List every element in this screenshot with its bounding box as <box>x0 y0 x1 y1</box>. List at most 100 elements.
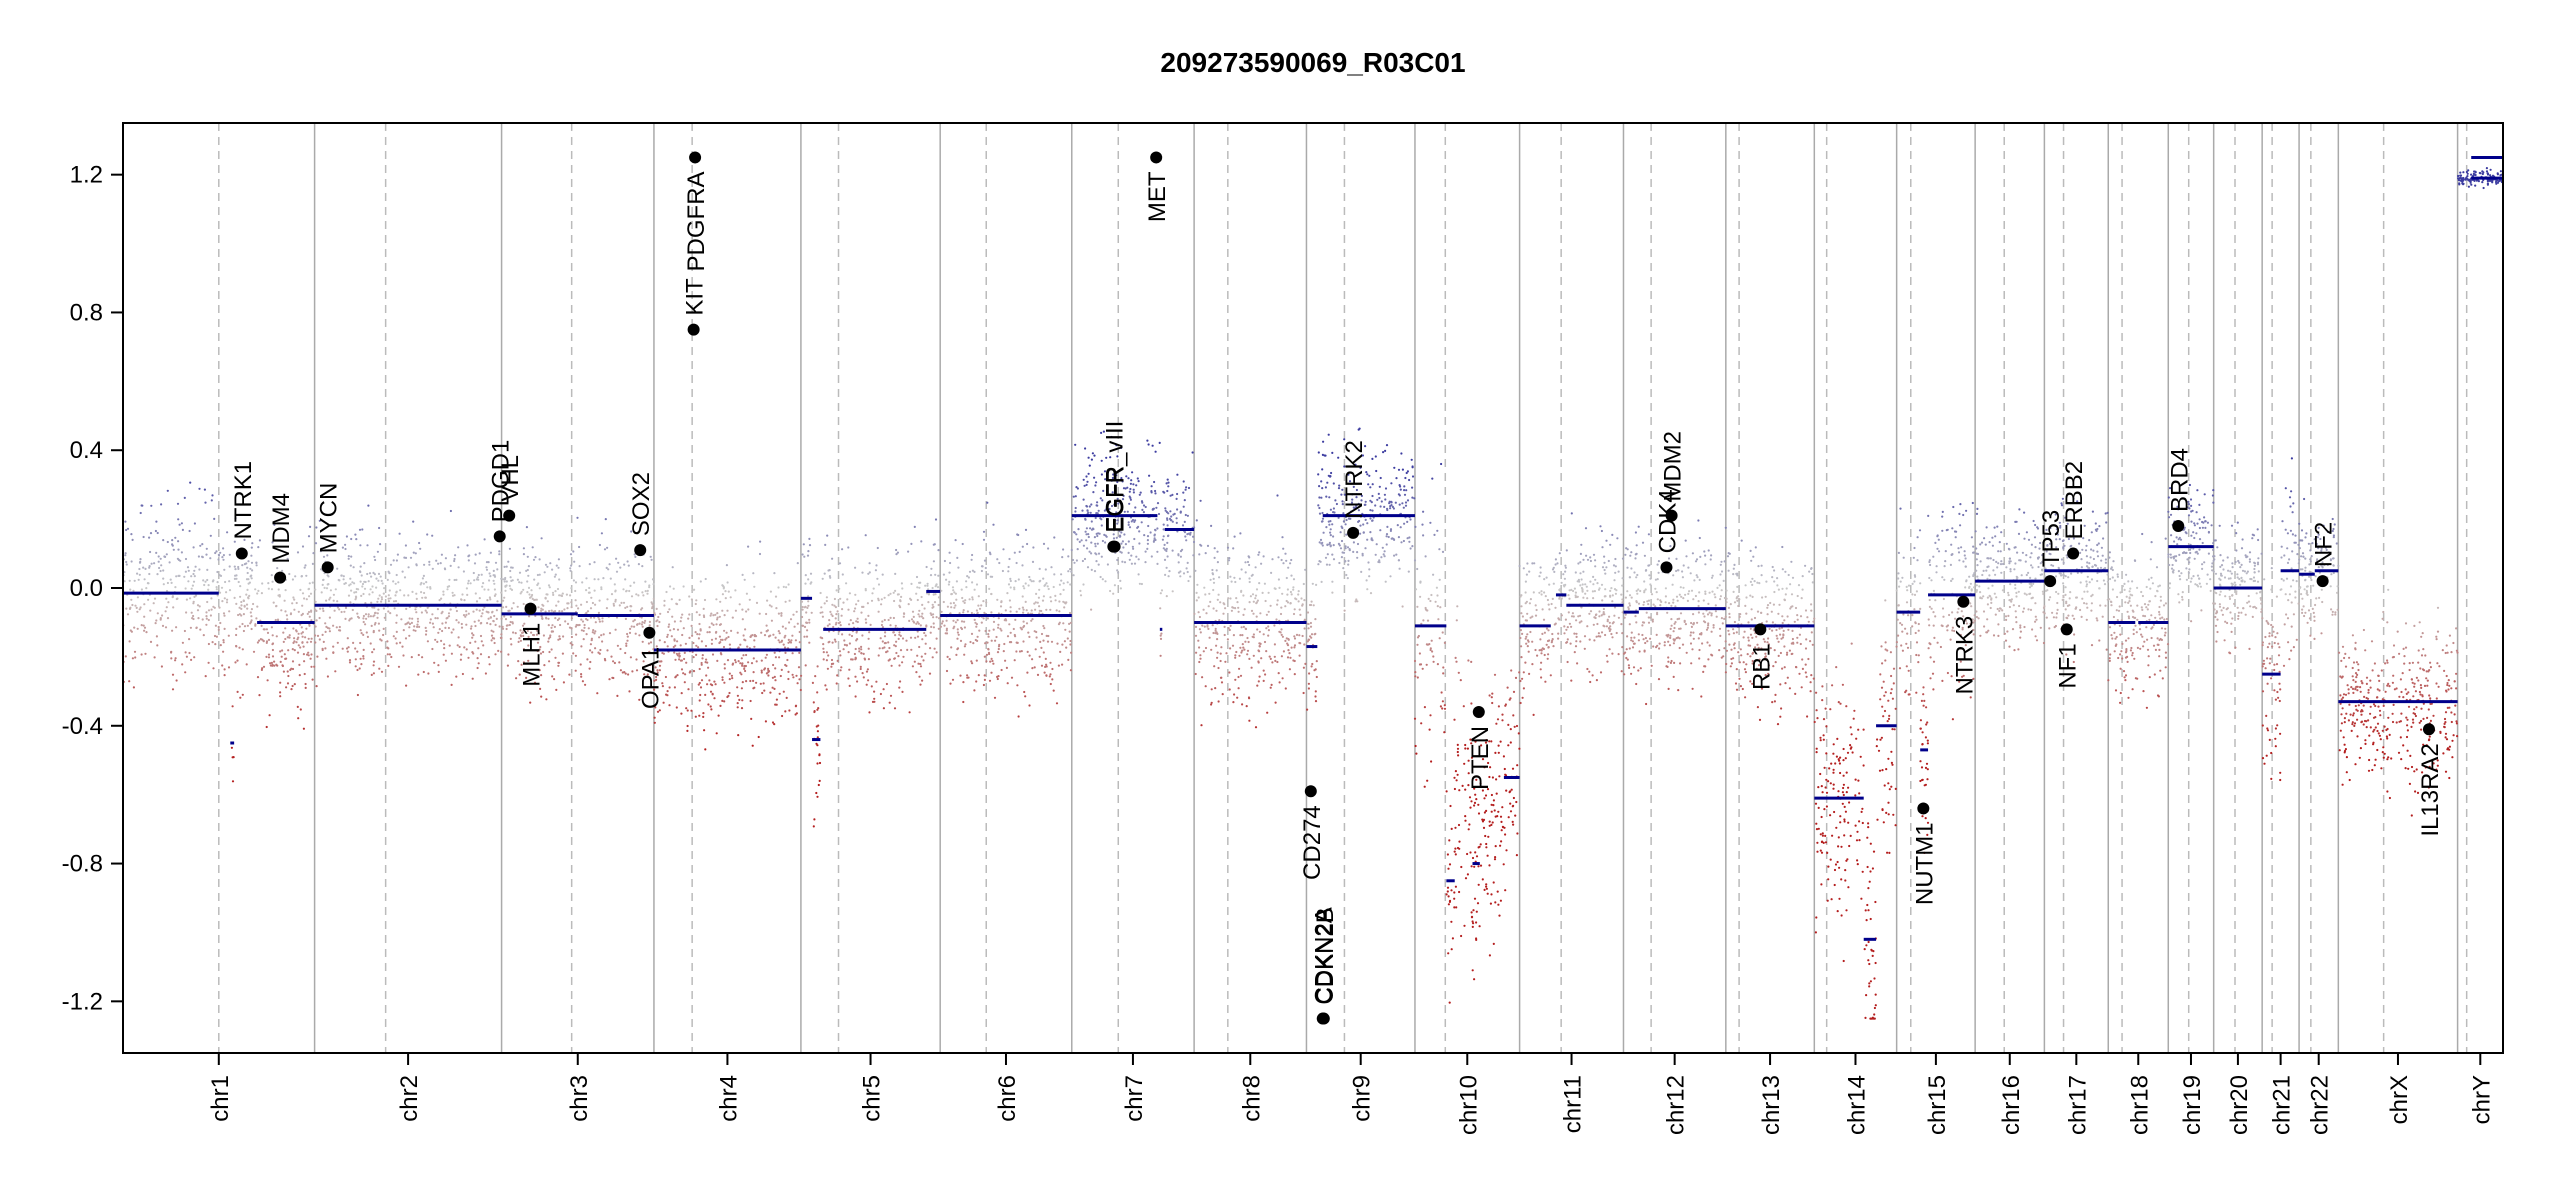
probe-point <box>475 600 479 603</box>
probe-point <box>919 624 922 627</box>
probe-point <box>702 715 705 719</box>
probe-point <box>304 564 307 567</box>
probe-point <box>1146 439 1149 442</box>
probe-point <box>558 637 562 641</box>
probe-point <box>1574 645 1578 648</box>
probe-point <box>245 562 248 565</box>
probe-point <box>1314 690 1317 693</box>
probe-point <box>380 596 383 599</box>
probe-point <box>1534 614 1538 617</box>
probe-point <box>1087 533 1090 536</box>
probe-point <box>1022 608 1025 611</box>
probe-point <box>971 598 974 601</box>
probe-point <box>246 571 249 575</box>
probe-point <box>1090 528 1094 531</box>
probe-point <box>303 672 306 676</box>
probe-point <box>782 643 785 646</box>
probe-point <box>1524 661 1527 664</box>
probe-point <box>556 618 560 622</box>
probe-point <box>123 580 126 583</box>
probe-point <box>1255 615 1258 618</box>
probe-point <box>913 525 916 529</box>
probe-point <box>1699 555 1702 559</box>
probe-point <box>1068 630 1071 633</box>
probe-point <box>510 607 513 610</box>
probe-point <box>1030 580 1033 583</box>
probe-point <box>702 712 705 715</box>
probe-point <box>241 564 244 567</box>
probe-point <box>1203 625 1206 628</box>
probe-point <box>1040 609 1043 613</box>
probe-point <box>1406 537 1409 540</box>
probe-point <box>356 693 359 697</box>
probe-point <box>1458 789 1461 792</box>
probe-point <box>478 609 481 612</box>
probe-point <box>321 583 324 587</box>
probe-point <box>1147 524 1150 528</box>
probe-point <box>1477 812 1481 815</box>
probe-point <box>128 680 131 683</box>
probe-point <box>250 554 253 557</box>
probe-point <box>577 607 580 610</box>
probe-point <box>1239 634 1242 637</box>
probe-point <box>920 615 923 618</box>
probe-point <box>920 540 923 543</box>
probe-point <box>293 637 296 640</box>
probe-point <box>250 574 253 577</box>
probe-point <box>522 661 526 664</box>
probe-point <box>1017 578 1020 581</box>
probe-point <box>431 647 434 651</box>
probe-point <box>131 603 134 607</box>
probe-point <box>1297 590 1300 593</box>
probe-point <box>126 527 130 530</box>
probe-point <box>816 736 819 739</box>
probe-point <box>1579 572 1582 575</box>
probe-point <box>678 658 681 661</box>
probe-point <box>1514 814 1517 817</box>
probe-point <box>190 575 193 578</box>
probe-point <box>1221 693 1224 696</box>
probe-point <box>1557 632 1560 635</box>
probe-point <box>773 687 776 691</box>
probe-point <box>1463 924 1466 927</box>
probe-point <box>792 676 795 679</box>
probe-point <box>795 646 798 649</box>
probe-point <box>865 683 868 686</box>
probe-point <box>447 626 450 630</box>
probe-point <box>1456 743 1459 747</box>
probe-point <box>1298 608 1301 611</box>
probe-point <box>1066 581 1069 584</box>
probe-point <box>417 653 420 657</box>
probe-point <box>416 625 419 629</box>
probe-point <box>1131 471 1134 474</box>
probe-point <box>632 620 635 623</box>
probe-point <box>502 599 505 602</box>
probe-point <box>608 563 611 566</box>
probe-point <box>375 577 378 580</box>
probe-point <box>892 616 896 620</box>
probe-point <box>959 639 963 643</box>
probe-point <box>1069 669 1072 672</box>
probe-point <box>1286 656 1290 659</box>
probe-point <box>680 692 683 695</box>
probe-point <box>786 658 789 662</box>
probe-point <box>1137 573 1140 576</box>
probe-point <box>1228 688 1231 691</box>
probe-point <box>722 645 726 649</box>
probe-point <box>287 649 290 652</box>
probe-point <box>1566 660 1569 664</box>
probe-point <box>329 589 332 592</box>
probe-point <box>705 674 708 677</box>
probe-point <box>348 661 352 664</box>
probe-point <box>721 593 725 596</box>
probe-point <box>1090 541 1093 544</box>
probe-point <box>700 679 704 682</box>
probe-point <box>1223 625 1226 629</box>
probe-point <box>1232 701 1235 704</box>
probe-point <box>767 674 770 677</box>
probe-point <box>316 634 320 638</box>
probe-point <box>1150 555 1153 558</box>
probe-point <box>268 714 271 717</box>
probe-point <box>864 534 867 537</box>
probe-point <box>217 628 220 632</box>
